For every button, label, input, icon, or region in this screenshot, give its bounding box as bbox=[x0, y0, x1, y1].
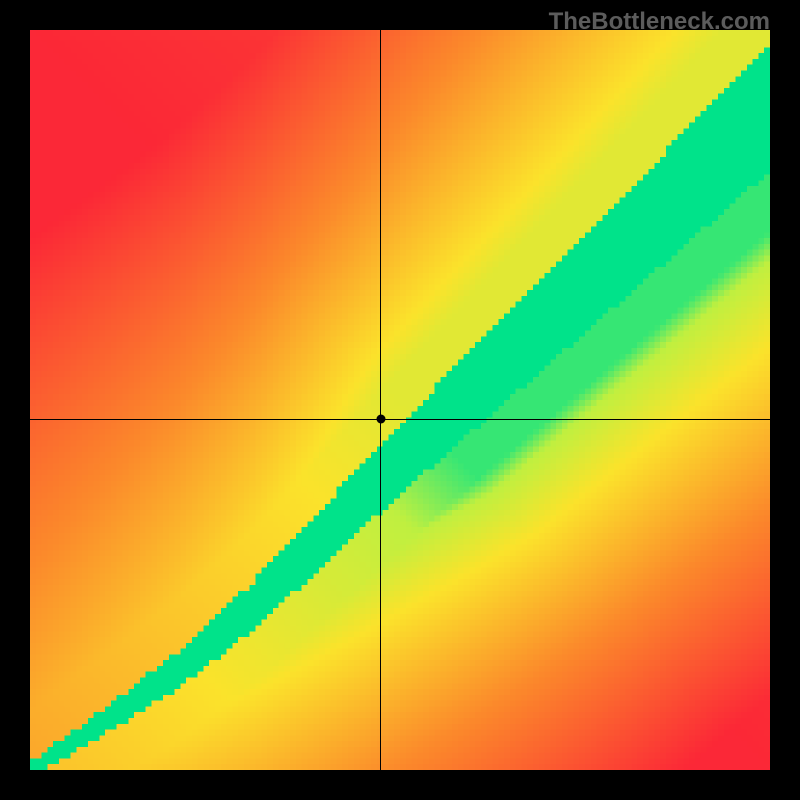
crosshair-marker bbox=[376, 415, 385, 424]
chart-container: { "watermark": "TheBottleneck.com", "wat… bbox=[0, 0, 800, 800]
watermark-text: TheBottleneck.com bbox=[549, 8, 770, 36]
crosshair-horizontal bbox=[30, 419, 770, 420]
bottleneck-heatmap bbox=[30, 30, 770, 770]
crosshair-vertical bbox=[380, 30, 381, 770]
